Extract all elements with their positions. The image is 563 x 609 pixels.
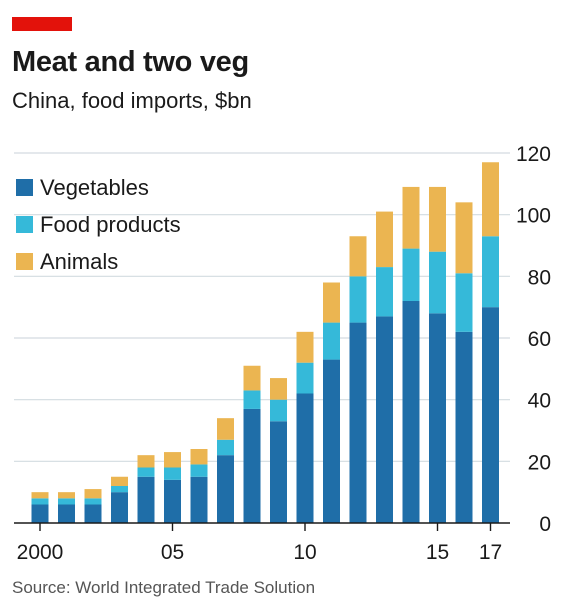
bar-segment-vegetables	[402, 301, 420, 523]
bar-segment-vegetables	[482, 307, 499, 523]
bar-segment-animals	[243, 365, 261, 391]
bar-segment-vegetables	[58, 504, 75, 523]
bar-segment-food-products	[323, 322, 340, 360]
y-tick-label: 20	[528, 451, 551, 474]
bar-segment-animals	[31, 492, 49, 499]
legend-swatch	[16, 179, 33, 196]
bar-segment-food-products	[270, 399, 287, 422]
bar-segment-animals	[217, 418, 234, 440]
x-tick-label: 2000	[17, 541, 64, 564]
x-tick-label: 10	[293, 541, 316, 564]
bar-segment-vegetables	[376, 316, 393, 523]
bar-segment-animals	[84, 489, 102, 499]
x-tick-label: 17	[479, 541, 502, 564]
legend-label: Food products	[40, 212, 181, 237]
bar-segment-vegetables	[323, 359, 340, 523]
bar-segment-vegetables	[84, 504, 102, 523]
bar-segment-animals	[429, 186, 446, 252]
bar-segment-food-products	[455, 273, 473, 332]
chart-subtitle: China, food imports, $bn	[12, 88, 252, 113]
bar-segment-food-products	[243, 390, 261, 409]
bar-segment-food-products	[164, 467, 181, 480]
x-tick-label: 05	[161, 541, 184, 564]
legend-label: Vegetables	[40, 175, 149, 200]
bar-segment-vegetables	[455, 331, 473, 523]
bar-segment-animals	[164, 452, 181, 468]
bar-segment-animals	[482, 162, 499, 237]
y-tick-label: 60	[528, 328, 551, 351]
brand-tag	[12, 17, 72, 31]
bar-segment-vegetables	[270, 421, 287, 523]
bar-segment-animals	[296, 331, 314, 363]
bar-segment-food-products	[296, 362, 314, 394]
bar-segment-vegetables	[349, 322, 367, 523]
bar-segment-food-products	[111, 486, 128, 493]
legend-swatch	[16, 253, 33, 270]
bar-segment-food-products	[31, 498, 49, 505]
bar-segment-animals	[270, 378, 287, 400]
bar-segment-vegetables	[111, 492, 128, 523]
y-tick-label: 40	[528, 390, 551, 413]
bar-segment-vegetables	[164, 479, 181, 523]
bar-segment-vegetables	[243, 408, 261, 523]
bar-segment-vegetables	[190, 476, 208, 523]
bar-segment-food-products	[84, 498, 102, 505]
bar-segment-food-products	[217, 439, 234, 456]
bar-segment-animals	[58, 492, 75, 499]
bar-segment-animals	[376, 211, 393, 268]
bar-segment-food-products	[376, 267, 393, 317]
bar-segment-animals	[349, 236, 367, 277]
bar-segment-vegetables	[137, 476, 155, 523]
bar-segment-animals	[455, 202, 473, 274]
source-note: Source: World Integrated Trade Solution	[12, 578, 316, 597]
legend-swatch	[16, 216, 33, 233]
y-tick-label: 100	[516, 205, 551, 228]
bar-segment-animals	[402, 186, 420, 249]
bar-segment-animals	[323, 282, 340, 323]
bar-segment-vegetables	[217, 455, 234, 523]
y-tick-label: 120	[516, 143, 551, 166]
bar-segment-food-products	[58, 498, 75, 505]
y-tick-label: 0	[539, 513, 551, 536]
y-tick-label: 80	[528, 266, 551, 289]
bar-segment-vegetables	[296, 393, 314, 523]
bar-segment-animals	[137, 455, 155, 468]
bar-segment-food-products	[429, 251, 446, 314]
bar-segment-vegetables	[31, 504, 49, 523]
chart-title: Meat and two veg	[12, 46, 249, 78]
x-tick-label: 15	[426, 541, 449, 564]
bar-segment-vegetables	[429, 313, 446, 523]
bar-segment-food-products	[482, 236, 499, 308]
bar-segment-food-products	[190, 464, 208, 477]
legend-label: Animals	[40, 249, 118, 274]
bar-segment-food-products	[349, 276, 367, 323]
bar-segment-animals	[190, 449, 208, 465]
bar-segment-food-products	[137, 467, 155, 477]
bar-segment-animals	[111, 476, 128, 486]
bar-segment-food-products	[402, 248, 420, 301]
